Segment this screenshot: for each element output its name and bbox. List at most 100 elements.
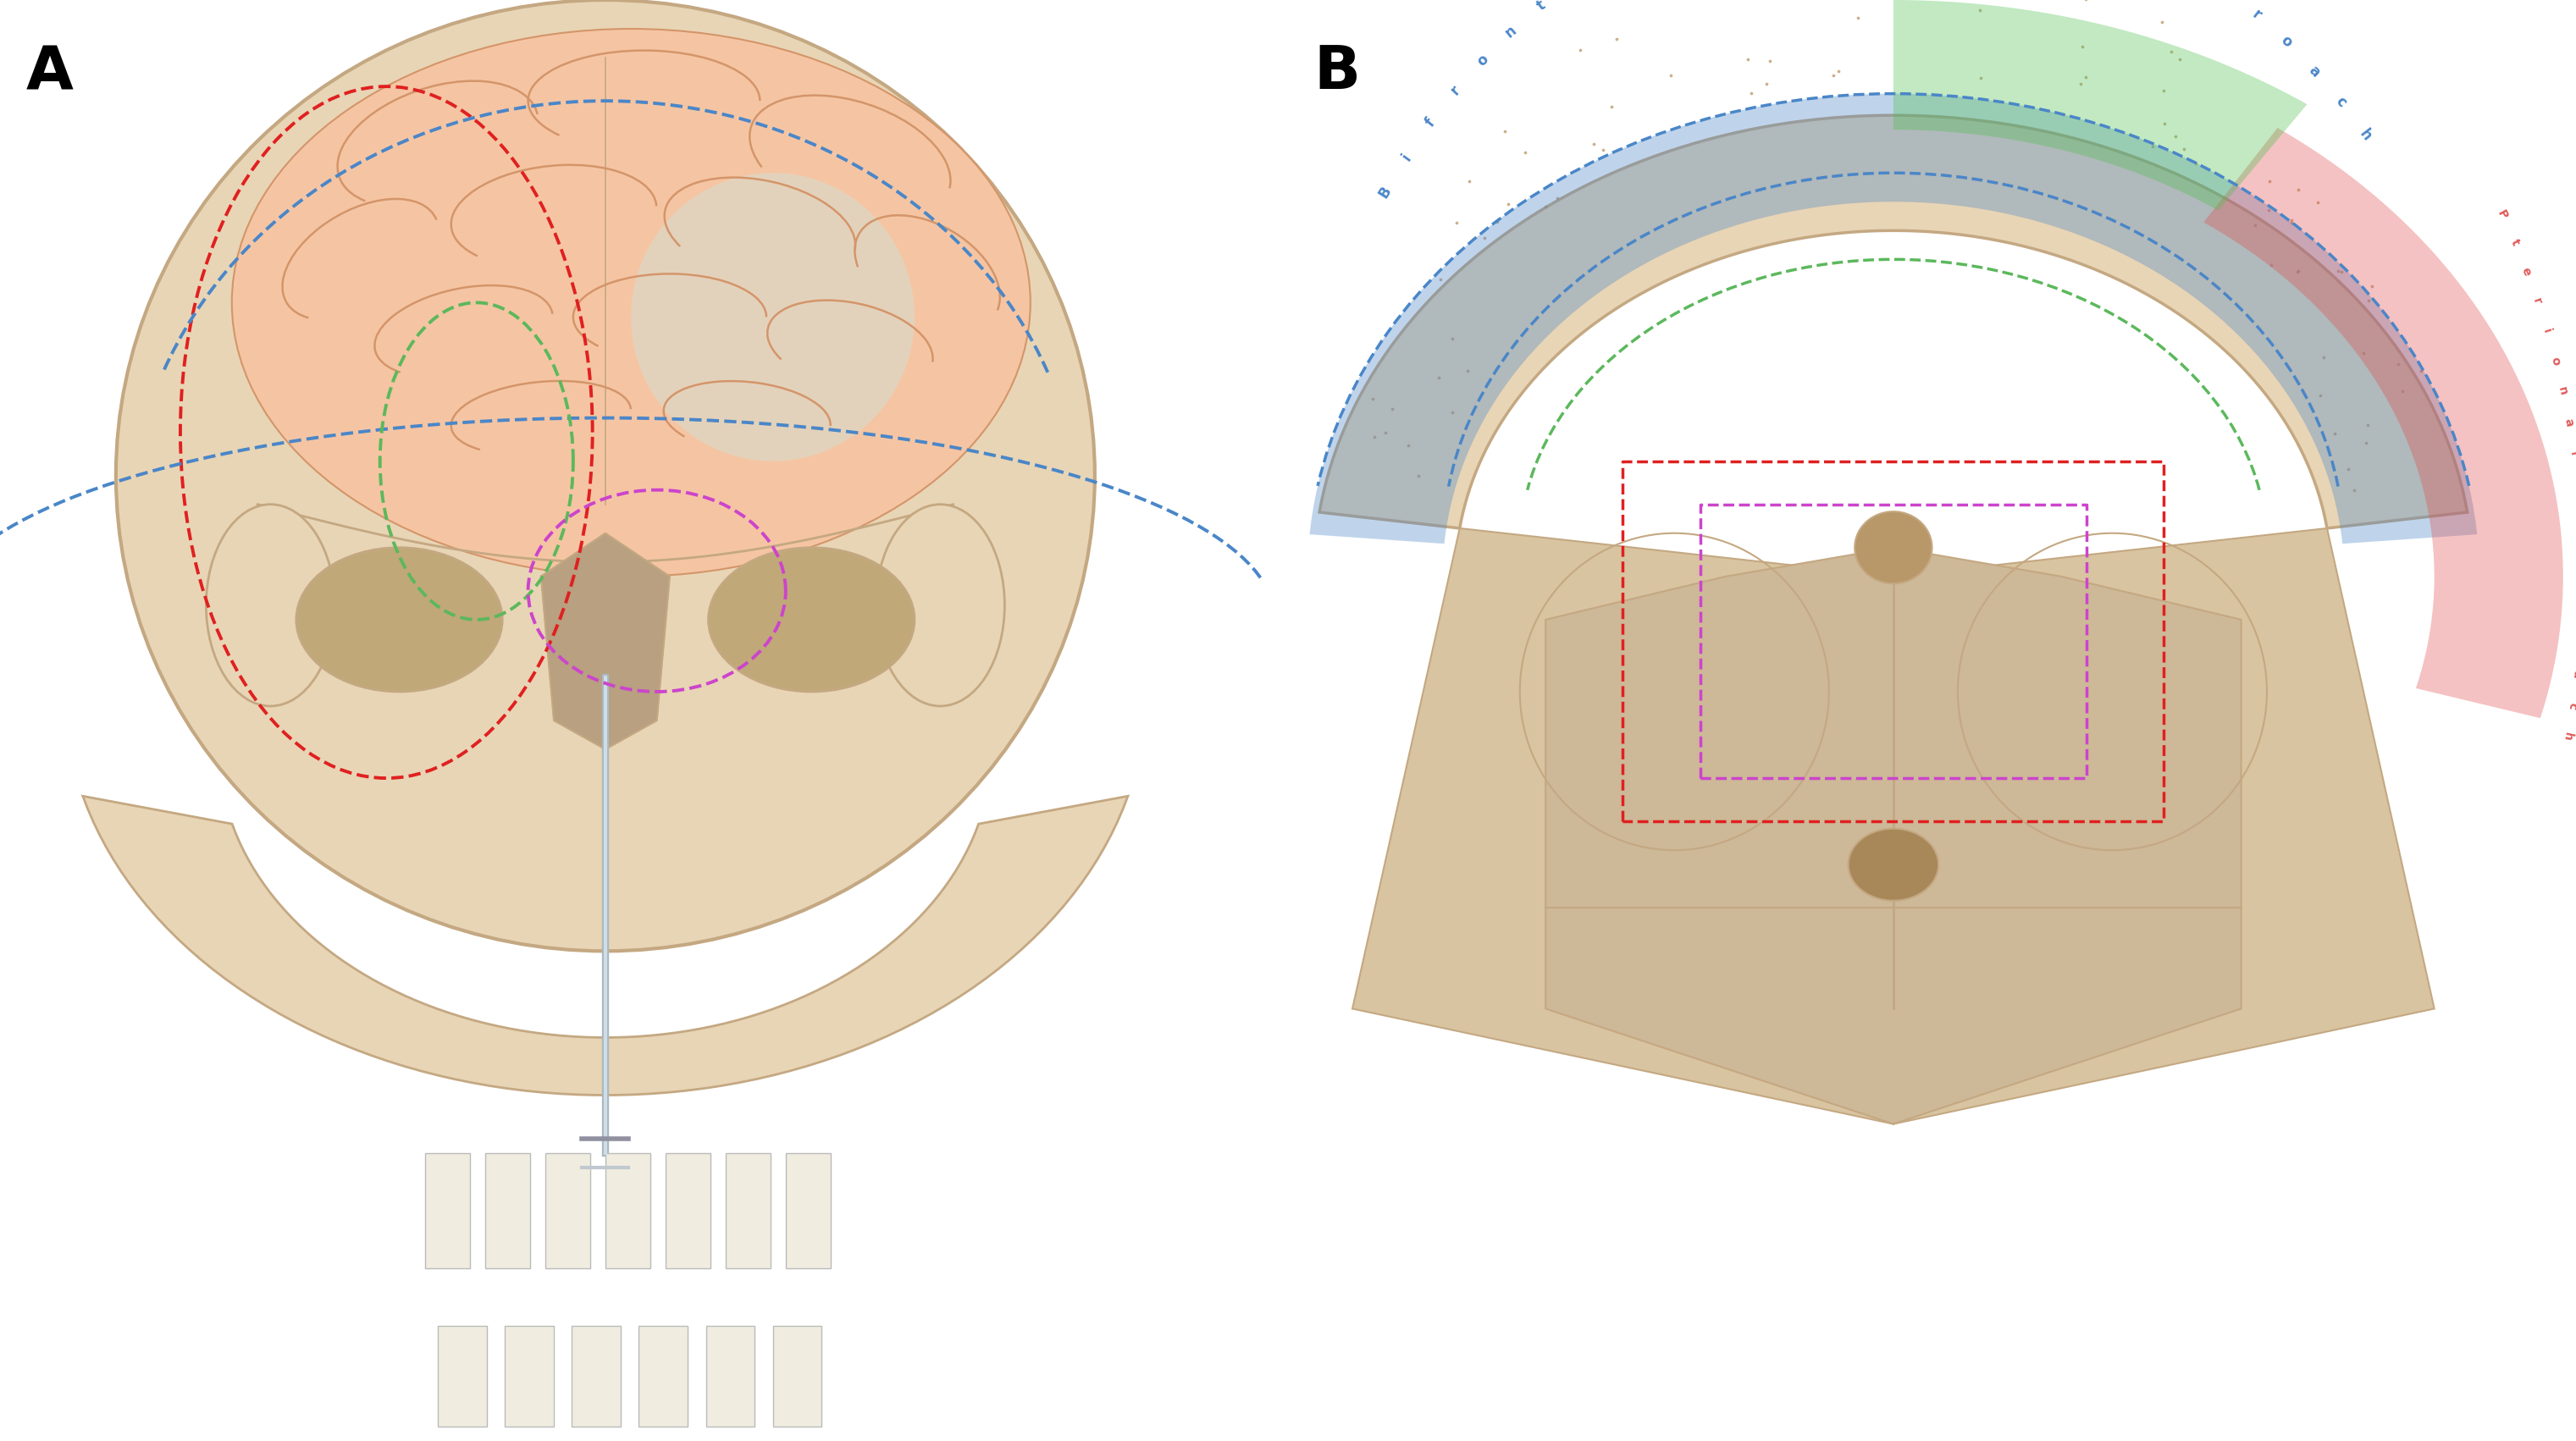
Polygon shape xyxy=(2202,128,2563,718)
Point xyxy=(2251,254,2293,277)
Point xyxy=(2347,414,2388,437)
Polygon shape xyxy=(706,1326,755,1427)
Point xyxy=(2174,151,2215,174)
Text: P: P xyxy=(2494,208,2509,220)
Point xyxy=(1837,6,1878,29)
Text: r: r xyxy=(2249,7,2264,23)
Point xyxy=(1432,401,1473,424)
Point xyxy=(2061,72,2102,95)
Point xyxy=(2143,79,2184,102)
Point xyxy=(2143,112,2184,135)
Ellipse shape xyxy=(876,504,1005,706)
Ellipse shape xyxy=(232,29,1030,576)
Ellipse shape xyxy=(1847,829,1940,901)
Text: i: i xyxy=(2540,327,2553,334)
Polygon shape xyxy=(639,1326,688,1427)
Point xyxy=(1595,27,1636,50)
Point xyxy=(2141,10,2182,33)
Point xyxy=(1448,170,1489,193)
Point xyxy=(1525,195,1566,218)
Ellipse shape xyxy=(1855,512,1932,584)
Point xyxy=(1419,268,1461,291)
Point xyxy=(1649,63,1690,86)
Point xyxy=(1558,39,1600,62)
Point xyxy=(2313,422,2354,445)
Text: a: a xyxy=(2563,418,2576,428)
Point xyxy=(1749,49,1790,72)
Point xyxy=(1731,82,1772,105)
Point xyxy=(2233,213,2275,236)
Point xyxy=(1747,72,1788,95)
Point xyxy=(2321,259,2362,282)
Text: A: A xyxy=(26,43,72,102)
Point xyxy=(1484,120,1525,143)
Polygon shape xyxy=(726,1153,770,1268)
Point xyxy=(1399,464,1440,487)
Text: o: o xyxy=(2548,356,2561,366)
Polygon shape xyxy=(1319,115,2468,529)
Polygon shape xyxy=(1893,529,2434,1124)
Polygon shape xyxy=(572,1326,621,1427)
Point xyxy=(1486,193,1528,216)
Point xyxy=(1819,59,1860,82)
Text: c: c xyxy=(2331,94,2349,111)
Polygon shape xyxy=(665,1153,711,1268)
Point xyxy=(2249,199,2290,222)
Point xyxy=(1432,327,1473,350)
Text: t: t xyxy=(2509,238,2522,248)
Point xyxy=(1814,63,1855,86)
Ellipse shape xyxy=(708,548,914,692)
Point xyxy=(2326,457,2367,480)
Point xyxy=(1592,95,1633,118)
Point xyxy=(1538,186,1579,209)
Point xyxy=(2318,259,2360,282)
Point xyxy=(2277,261,2318,284)
Text: a: a xyxy=(2571,670,2576,679)
Text: h: h xyxy=(2561,732,2573,742)
Text: B: B xyxy=(1376,184,1394,202)
Polygon shape xyxy=(425,1153,469,1268)
Text: f: f xyxy=(1422,115,1437,130)
Point xyxy=(2378,352,2419,375)
Point xyxy=(2066,0,2107,10)
Point xyxy=(2298,192,2339,215)
Ellipse shape xyxy=(631,173,914,461)
Point xyxy=(2164,137,2205,160)
Point xyxy=(2159,48,2200,71)
Point xyxy=(1448,359,1489,382)
Point xyxy=(2401,359,2442,382)
Point xyxy=(2347,288,2388,311)
Polygon shape xyxy=(605,1153,649,1268)
Text: t: t xyxy=(1535,0,1548,13)
Point xyxy=(1726,48,1767,71)
Polygon shape xyxy=(541,533,670,749)
Point xyxy=(1352,388,1394,411)
Point xyxy=(1582,138,1623,161)
Text: n: n xyxy=(2555,386,2568,396)
Point xyxy=(2133,135,2174,159)
Polygon shape xyxy=(546,1153,590,1268)
Text: r: r xyxy=(1448,82,1463,98)
Point xyxy=(1476,210,1517,233)
Polygon shape xyxy=(438,1326,487,1427)
Text: e: e xyxy=(2519,265,2532,278)
Point xyxy=(2344,342,2385,365)
Text: r: r xyxy=(2530,295,2543,305)
Point xyxy=(2061,35,2102,58)
Text: o: o xyxy=(2277,33,2295,50)
Polygon shape xyxy=(82,795,1128,1095)
Point xyxy=(1463,226,1504,249)
Point xyxy=(2334,478,2375,501)
Polygon shape xyxy=(1352,529,1893,1124)
Text: l: l xyxy=(2568,451,2576,457)
Polygon shape xyxy=(786,1153,832,1268)
Ellipse shape xyxy=(296,548,502,692)
Point xyxy=(1370,398,1412,421)
Point xyxy=(2156,125,2197,148)
Point xyxy=(2352,275,2393,298)
Polygon shape xyxy=(484,1153,531,1268)
Point xyxy=(2277,179,2318,202)
Point xyxy=(2347,431,2388,454)
Ellipse shape xyxy=(116,0,1095,951)
Point xyxy=(1417,366,1458,389)
